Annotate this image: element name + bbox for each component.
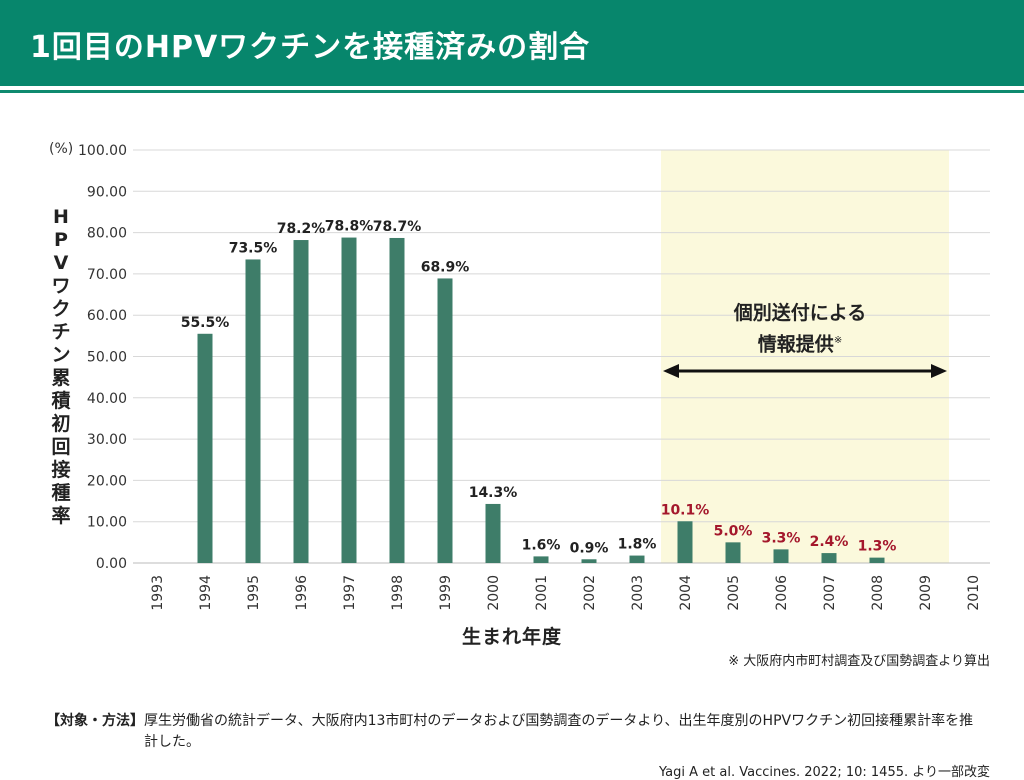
x-tick-label: 2009 (918, 575, 934, 611)
arrow-right-head (931, 364, 947, 378)
x-tick-label: 2008 (870, 575, 886, 611)
y-tick-label: 40.00 (87, 391, 127, 407)
annotation-line-2: 情報提供 (757, 333, 834, 356)
y-tick-label: 10.00 (87, 515, 127, 531)
data-label: 1.3% (858, 539, 897, 555)
x-tick-label: 2006 (774, 575, 790, 611)
bar (245, 259, 261, 563)
title-banner: 1回目のHPVワクチンを接種済みの割合 (0, 0, 1024, 86)
y-axis-label-char: 回 (51, 436, 71, 458)
x-tick-label: 1999 (438, 575, 454, 611)
method-label: 【対象・方法】 (46, 713, 144, 729)
y-tick-label: 60.00 (87, 308, 127, 324)
y-tick-label: 30.00 (87, 432, 127, 448)
y-tick-label: 80.00 (87, 226, 127, 242)
data-label: 10.1% (661, 502, 710, 518)
method-text: 厚生労働省の統計データ、大阪府内13市町村のデータおよび国勢調査のデータより、出… (144, 713, 974, 750)
x-axis-label: 生まれ年度 (461, 626, 562, 648)
y-tick-label: 100.00 (78, 143, 127, 159)
x-tick-label: 2001 (534, 575, 550, 611)
bar (389, 237, 405, 563)
x-tick-label: 2004 (678, 575, 694, 611)
bar (869, 557, 885, 563)
data-label: 73.5% (229, 240, 278, 256)
x-tick-label: 1997 (342, 575, 358, 611)
header-divider (0, 90, 1024, 93)
bar (341, 237, 357, 563)
x-tick-label: 1995 (246, 575, 262, 611)
y-axis-label-char: 種 (51, 482, 71, 504)
data-label: 5.0% (714, 523, 753, 539)
bar (677, 521, 693, 563)
y-axis-label-char: V (53, 252, 69, 274)
data-label: 78.8% (325, 219, 374, 235)
method-section: 【対象・方法】厚生労働省の統計データ、大阪府内13市町村のデータおよび国勢調査の… (46, 711, 996, 753)
bar (821, 553, 837, 563)
data-label: 0.9% (570, 540, 609, 556)
bar (725, 542, 741, 563)
bar (197, 333, 213, 563)
bar (629, 555, 645, 563)
bar (437, 278, 453, 563)
bar (773, 549, 789, 563)
data-label: 1.8% (618, 537, 657, 553)
x-tick-label: 2000 (486, 575, 502, 611)
data-label: 14.3% (469, 485, 518, 501)
x-tick-label: 2003 (630, 575, 646, 611)
footnote: ※ 大阪府内市町村調査及び国勢調査より算出 (728, 654, 990, 669)
x-tick-label: 1993 (150, 575, 166, 611)
x-tick-label: 2002 (582, 575, 598, 611)
bar (293, 240, 309, 563)
bar (533, 556, 549, 563)
y-axis-label-char: 積 (51, 390, 71, 412)
arrow-left-head (663, 364, 679, 378)
y-axis-label-char: 率 (51, 505, 71, 527)
y-axis-label-char: チ (51, 321, 71, 343)
data-label: 2.4% (810, 534, 849, 550)
y-tick-label: 50.00 (87, 350, 127, 366)
y-axis-unit: (%) (49, 141, 74, 157)
page-title: 1回目のHPVワクチンを接種済みの割合 (30, 30, 591, 65)
data-label: 78.2% (277, 221, 326, 237)
highlight-annotation: 個別送付による 情報提供※ (700, 300, 900, 358)
y-axis-label-char: ク (51, 298, 71, 320)
x-tick-label: 2010 (966, 575, 982, 611)
y-axis-label-char: 接 (51, 459, 71, 481)
bar (581, 559, 597, 563)
data-label: 3.3% (762, 530, 801, 546)
annotation-line-1: 個別送付による (733, 302, 867, 324)
x-tick-label: 1994 (198, 575, 214, 611)
y-axis-label-char: H (53, 206, 69, 228)
bar (485, 503, 501, 563)
y-tick-label: 70.00 (87, 267, 127, 283)
y-axis-label-char: P (54, 229, 68, 251)
y-axis-label-char: 累 (51, 367, 71, 389)
y-axis-label-char: ン (51, 344, 71, 366)
x-tick-label: 2007 (822, 575, 838, 611)
y-tick-label: 90.00 (87, 184, 127, 200)
data-label: 68.9% (421, 259, 470, 275)
citation: Yagi A et al. Vaccines. 2022; 10: 1455. … (659, 765, 990, 780)
data-label: 55.5% (181, 315, 230, 331)
data-label: 1.6% (522, 537, 561, 553)
annotation-mark: ※ (833, 335, 843, 346)
x-tick-label: 1996 (294, 575, 310, 611)
data-label: 78.7% (373, 219, 422, 235)
y-axis-label-char: 初 (51, 413, 71, 435)
y-tick-label: 20.00 (87, 473, 127, 489)
x-tick-label: 1998 (390, 575, 406, 611)
y-tick-label: 0.00 (96, 556, 127, 572)
x-tick-label: 2005 (726, 575, 742, 611)
y-axis-label-char: ワ (51, 275, 71, 297)
